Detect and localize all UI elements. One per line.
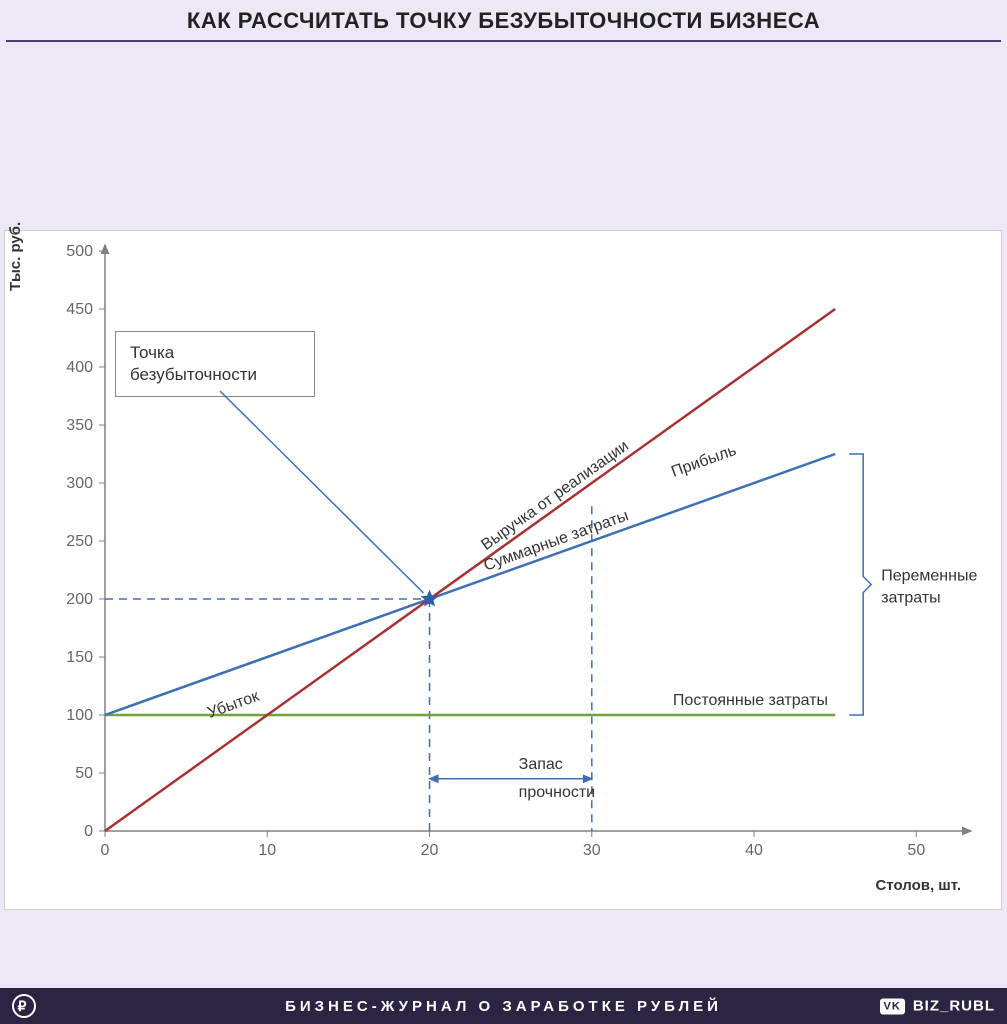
- svg-text:50: 50: [75, 765, 93, 782]
- svg-text:20: 20: [421, 842, 439, 859]
- footer-right: VK BIZ_RUBL: [880, 998, 995, 1015]
- svg-text:Переменные: Переменные: [881, 568, 977, 585]
- svg-text:150: 150: [66, 649, 93, 666]
- svg-text:Постоянные затраты: Постоянные затраты: [673, 692, 828, 709]
- svg-text:200: 200: [66, 591, 93, 608]
- breakeven-chart: Тыс. руб. Столов, шт. Точка безубыточнос…: [4, 230, 1002, 910]
- svg-text:затраты: затраты: [881, 590, 940, 607]
- svg-text:300: 300: [66, 475, 93, 492]
- svg-text:Запас: Запас: [519, 756, 563, 773]
- svg-text:500: 500: [66, 243, 93, 260]
- svg-text:30: 30: [583, 842, 601, 859]
- svg-text:450: 450: [66, 301, 93, 318]
- footer-text: БИЗНЕС-ЖУРНАЛ О ЗАРАБОТКЕ РУБЛЕЙ: [285, 998, 722, 1015]
- svg-text:Прибыль: Прибыль: [669, 442, 738, 481]
- svg-text:прочности: прочности: [519, 784, 595, 801]
- svg-text:0: 0: [84, 823, 93, 840]
- svg-text:350: 350: [66, 417, 93, 434]
- svg-text:400: 400: [66, 359, 93, 376]
- svg-text:10: 10: [258, 842, 276, 859]
- svg-text:0: 0: [101, 842, 110, 859]
- header-divider: [6, 40, 1001, 42]
- page-title: КАК РАССЧИТАТЬ ТОЧКУ БЕЗУБЫТОЧНОСТИ БИЗН…: [0, 0, 1007, 40]
- svg-text:40: 40: [745, 842, 763, 859]
- ruble-icon: ₽: [12, 994, 36, 1018]
- svg-text:Убыток: Убыток: [205, 687, 262, 721]
- svg-text:100: 100: [66, 707, 93, 724]
- footer-bar: ₽ БИЗНЕС-ЖУРНАЛ О ЗАРАБОТКЕ РУБЛЕЙ VK BI…: [0, 988, 1007, 1024]
- footer-handle: BIZ_RUBL: [913, 998, 995, 1015]
- chart-svg: 0 50 100 150 200 250 300 350 400 450 500 0 10 20 30 40 5…: [5, 231, 1003, 911]
- svg-text:250: 250: [66, 533, 93, 550]
- vk-icon: VK: [880, 998, 905, 1014]
- svg-text:50: 50: [907, 842, 925, 859]
